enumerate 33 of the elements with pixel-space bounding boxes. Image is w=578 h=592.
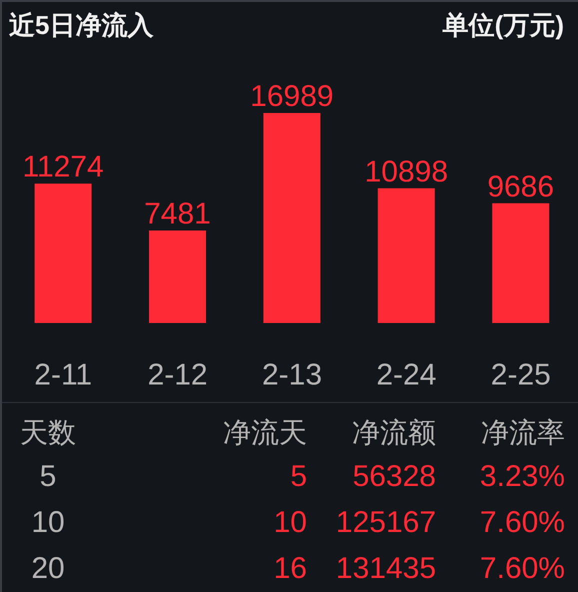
text: 净流天 (223, 416, 307, 450)
bar (492, 203, 550, 323)
category-label: 10 (274, 505, 307, 541)
x-tick-label: 2-24 (376, 358, 436, 392)
data-label: 5 (38, 459, 58, 495)
data-label: 56328 (352, 459, 436, 495)
data-label: 16 (274, 551, 307, 587)
data-label: 7.60% (480, 505, 565, 541)
data-label: 7.60% (480, 551, 565, 587)
bar (34, 184, 92, 323)
bar (263, 113, 320, 323)
data-label: 10 (30, 505, 66, 541)
data-label: 7481 (144, 198, 211, 231)
bar (149, 230, 206, 323)
chart-title: 近5日净流入 (9, 9, 154, 41)
category-label: 20 (30, 551, 66, 587)
data-label: 9686 (487, 170, 554, 204)
bar (378, 188, 435, 323)
data-label: 131435 (336, 551, 436, 587)
data-label: 3.23% (480, 459, 565, 495)
x-tick-label: 2-25 (490, 358, 551, 392)
data-label: 10898 (364, 155, 448, 188)
text: 净流率 (481, 416, 565, 450)
text: 净流额 (352, 416, 436, 450)
x-tick-label: 2-13 (262, 358, 322, 392)
text: 天数 (19, 416, 77, 450)
data-label: 16989 (250, 80, 334, 113)
x-tick-label: 2-11 (34, 358, 92, 392)
category-label: 5 (290, 459, 307, 495)
x-tick-label: 2-12 (148, 358, 208, 392)
data-label: 11274 (22, 150, 104, 184)
data-label: 125167 (336, 505, 436, 541)
chart-subtitle: 单位(万元) (442, 9, 564, 41)
